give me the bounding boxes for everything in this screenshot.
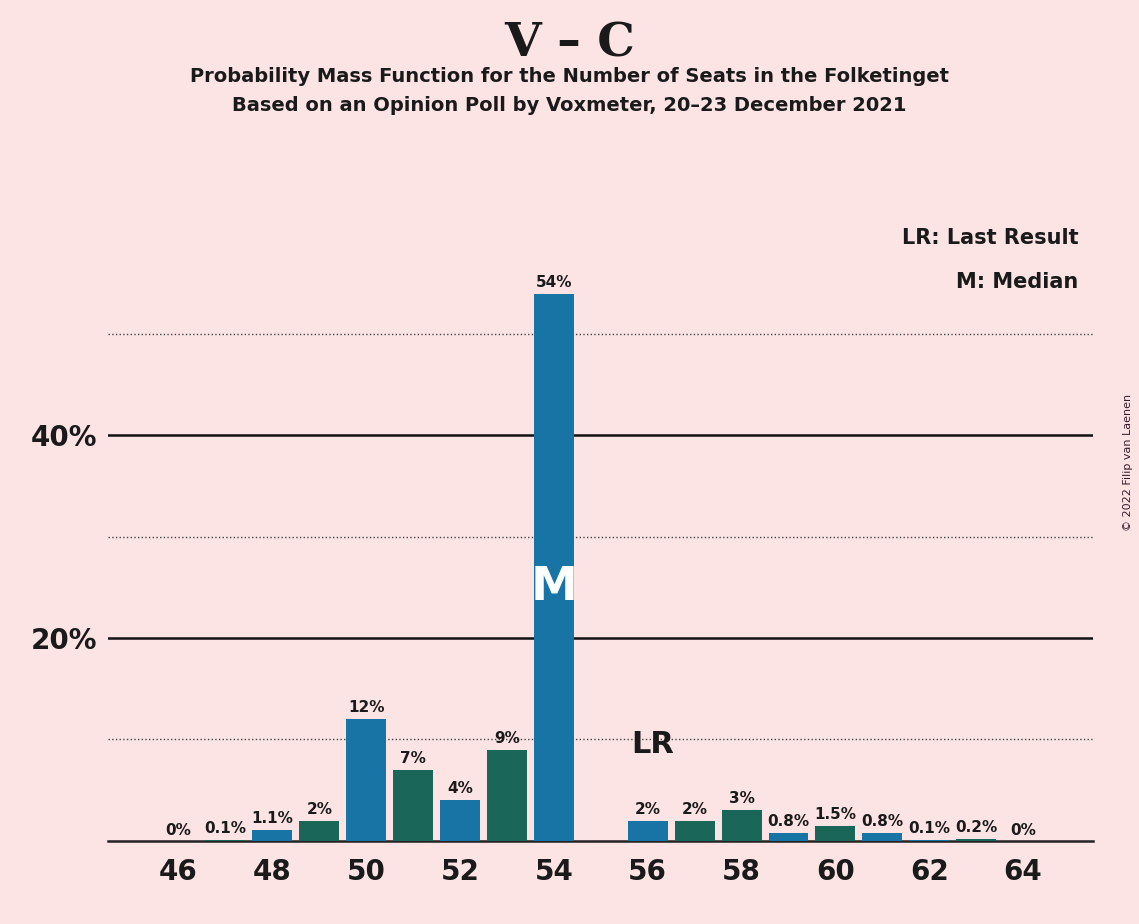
Text: Based on an Opinion Poll by Voxmeter, 20–23 December 2021: Based on an Opinion Poll by Voxmeter, 20… (232, 96, 907, 116)
Text: V – C: V – C (505, 20, 634, 67)
Text: 4%: 4% (448, 782, 473, 796)
Text: 0.8%: 0.8% (861, 814, 903, 829)
Text: 0.1%: 0.1% (205, 821, 246, 836)
Text: M: M (531, 565, 577, 610)
Bar (769, 833, 809, 841)
Bar (674, 821, 714, 841)
Bar (205, 840, 245, 841)
Bar (628, 821, 667, 841)
Text: 54%: 54% (535, 274, 572, 289)
Bar (487, 749, 527, 841)
Text: 1.1%: 1.1% (252, 810, 294, 826)
Text: 0%: 0% (165, 822, 191, 838)
Text: © 2022 Filip van Laenen: © 2022 Filip van Laenen (1123, 394, 1132, 530)
Text: 7%: 7% (400, 751, 426, 766)
Bar (440, 800, 480, 841)
Text: 2%: 2% (634, 801, 661, 817)
Text: 0.2%: 0.2% (954, 820, 998, 834)
Bar (816, 826, 855, 841)
Bar (722, 810, 762, 841)
Bar (346, 719, 386, 841)
Text: 0.1%: 0.1% (908, 821, 950, 836)
Text: LR: Last Result: LR: Last Result (902, 228, 1079, 249)
Bar (534, 294, 574, 841)
Text: 9%: 9% (494, 731, 519, 746)
Text: LR: LR (631, 730, 674, 759)
Text: M: Median: M: Median (957, 273, 1079, 292)
Bar (862, 833, 902, 841)
Text: 0%: 0% (1010, 822, 1036, 838)
Text: 1.5%: 1.5% (814, 807, 857, 821)
Text: 12%: 12% (349, 700, 385, 715)
Bar (957, 839, 997, 841)
Bar (253, 830, 293, 841)
Text: 2%: 2% (681, 801, 707, 817)
Text: 3%: 3% (729, 791, 754, 807)
Bar (393, 770, 433, 841)
Bar (300, 821, 339, 841)
Text: 2%: 2% (306, 801, 333, 817)
Text: 0.8%: 0.8% (768, 814, 810, 829)
Text: Probability Mass Function for the Number of Seats in the Folketinget: Probability Mass Function for the Number… (190, 67, 949, 86)
Bar (909, 840, 949, 841)
